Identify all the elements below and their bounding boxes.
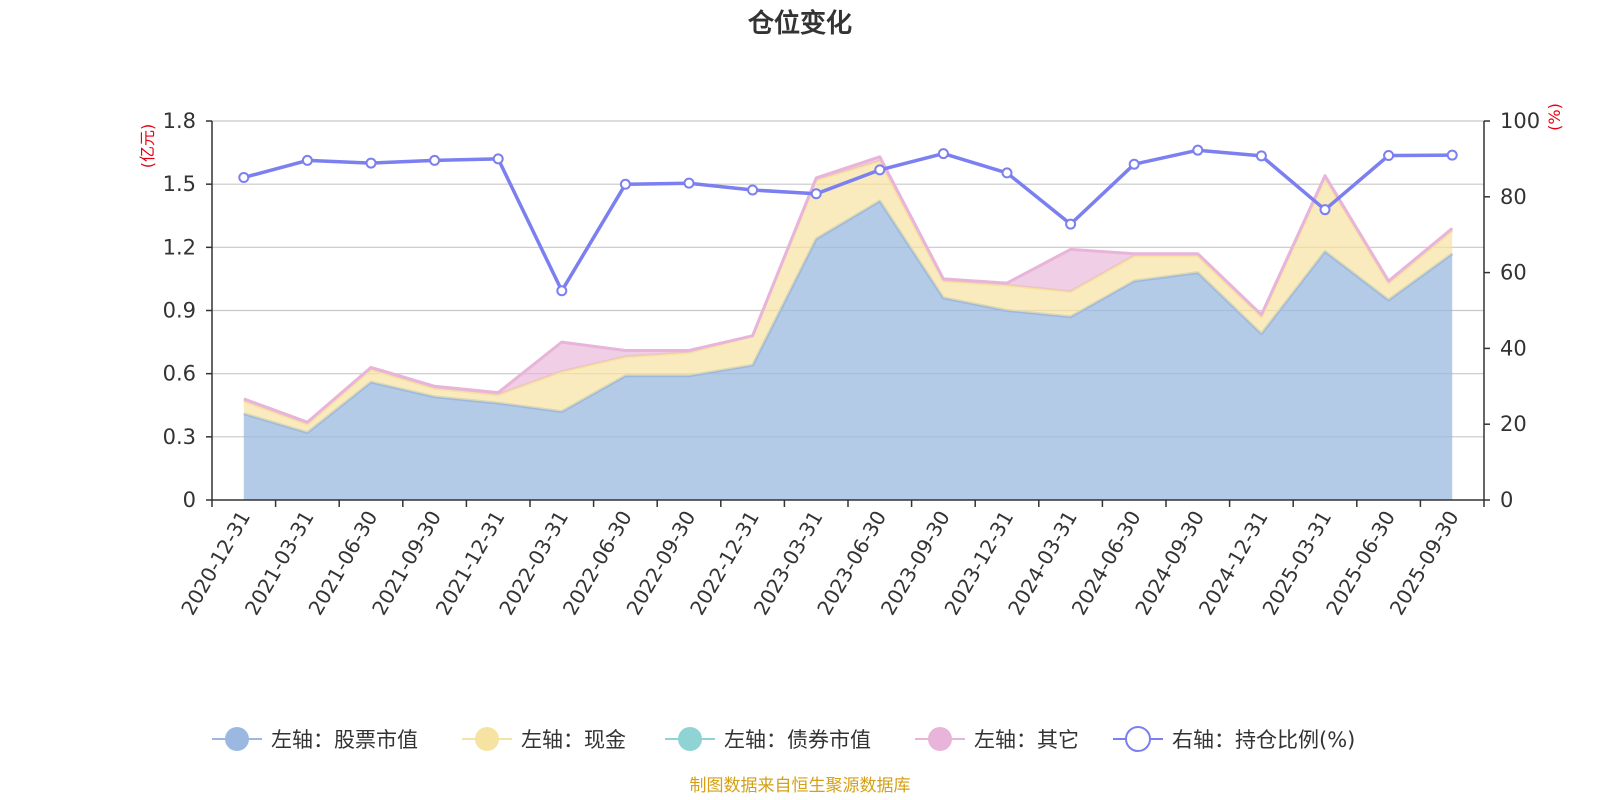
legend-label: 左轴：债券市值 (724, 728, 871, 752)
area-fill-4 (243, 156, 1453, 425)
area-series (243, 155, 1454, 500)
ratio-point[interactable] (238, 171, 250, 183)
ratio-point[interactable] (556, 285, 568, 297)
chart-title: 仓位变化 (747, 8, 852, 39)
ratio-point[interactable] (1319, 204, 1331, 216)
left-axis-tick-label: 0 (183, 488, 196, 512)
ratio-point[interactable] (874, 164, 886, 176)
ratio-line (243, 148, 1453, 293)
ratio-point[interactable] (301, 154, 313, 166)
area-fill-2 (243, 161, 1453, 433)
data-source-note: 制图数据来自恒生聚源数据库 (690, 776, 911, 796)
legend-item[interactable]: 左轴：股票市值 (212, 727, 418, 752)
legend-item[interactable]: 左轴：现金 (462, 727, 626, 752)
right-axis-tick-label: 60 (1500, 261, 1527, 285)
ratio-point[interactable] (1192, 144, 1204, 156)
ratio-point[interactable] (429, 154, 441, 166)
ratio-point[interactable] (1065, 218, 1077, 230)
ratio-point[interactable] (365, 157, 377, 169)
legend-label: 右轴：持仓比例(%) (1172, 728, 1355, 752)
legend-item[interactable]: 右轴：持仓比例(%) (1113, 726, 1355, 752)
legend-label: 左轴：股票市值 (271, 728, 418, 752)
legend-marker (928, 727, 952, 751)
ratio-series (238, 144, 1458, 297)
left-axis-tick-label: 1.2 (163, 235, 196, 259)
ratio-point[interactable] (1383, 149, 1395, 161)
left-axis-tick-label: 0.6 (163, 362, 196, 386)
right-axis-tick-label: 0 (1500, 488, 1513, 512)
left-axis-tick-label: 0.9 (163, 299, 196, 323)
ratio-point[interactable] (1446, 149, 1458, 161)
left-axis-unit: (亿元) (138, 124, 157, 169)
left-axis-tick-label: 1.8 (163, 109, 196, 133)
legend-marker (475, 727, 499, 751)
right-axis-tick-label: 40 (1500, 336, 1527, 360)
ratio-point[interactable] (619, 178, 631, 190)
legend-marker (678, 727, 702, 751)
legend-label: 左轴：其它 (974, 728, 1079, 752)
legend[interactable]: 左轴：股票市值 左轴：现金 左轴：债券市值 左轴：其它 右轴：持仓比例(%) (212, 726, 1355, 752)
area-line-4 (243, 155, 1454, 424)
ratio-point[interactable] (937, 148, 949, 160)
legend-label: 左轴：现金 (521, 728, 626, 752)
left-axis-tick-label: 0.3 (163, 425, 196, 449)
legend-item[interactable]: 左轴：债券市值 (665, 727, 871, 752)
area-fill-1 (243, 201, 1453, 500)
legend-marker (1125, 726, 1151, 752)
ratio-point[interactable] (1255, 150, 1267, 162)
ratio-point[interactable] (683, 177, 695, 189)
left-axis-tick-label: 1.5 (163, 172, 196, 196)
right-axis-tick-label: 80 (1500, 185, 1527, 209)
right-axis-tick-label: 20 (1500, 412, 1527, 436)
right-axis-unit: (%) (1545, 103, 1564, 131)
ratio-point[interactable] (492, 153, 504, 165)
right-axis-tick-label: 100 (1500, 109, 1540, 133)
ratio-point[interactable] (1128, 158, 1140, 170)
legend-marker (225, 727, 249, 751)
ratio-point[interactable] (1001, 167, 1013, 179)
ratio-point[interactable] (747, 184, 759, 196)
ratio-point[interactable] (810, 188, 822, 200)
legend-item[interactable]: 左轴：其它 (915, 727, 1079, 752)
